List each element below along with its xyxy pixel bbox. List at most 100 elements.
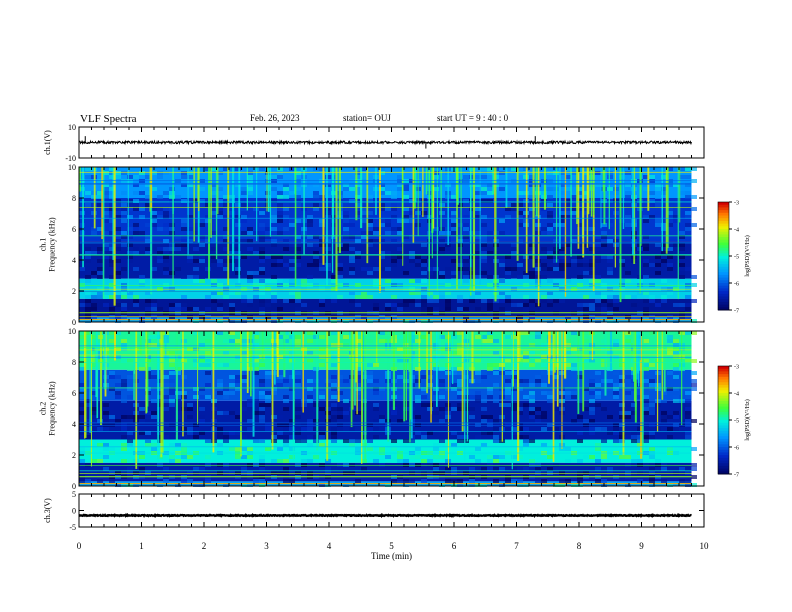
spectrogram-cell [205,359,211,363]
spectrogram-cell [667,435,673,439]
spectrogram-cell [343,463,349,467]
spectrogram-cell [493,347,499,351]
spectrogram-cell [199,395,205,399]
spectrogram-cell [223,467,229,471]
spectrogram-cell [481,399,487,403]
spectrogram-cell [127,471,133,475]
y-tick-label: 8 [72,194,76,203]
sferic-streak [215,167,218,260]
spectrogram-cell [571,347,577,351]
spectrogram-cell [391,315,397,319]
colorbar-segment [718,417,729,421]
spectrogram-cell [205,439,211,443]
spectrogram-cell [607,255,613,259]
spectrogram-cell [187,227,193,231]
spectrogram-cell [427,319,433,323]
spectrogram-cell [223,283,229,287]
spectrogram-cell [373,263,379,267]
spectrogram-cell [325,231,331,235]
spectrogram-cell [403,183,409,187]
spectrogram-cell [163,215,169,219]
spectrogram-cell [541,227,547,231]
colorbar-segment [718,398,729,402]
spectrogram-cell [157,307,163,311]
x-tick-label: 1 [139,541,144,551]
spectrogram-cell [283,379,289,383]
spectrogram-cell [199,255,205,259]
spectrogram-cell [241,299,247,303]
spectrogram-cell [103,183,109,187]
spectrogram-cell [235,387,241,391]
spectrogram-cell [427,231,433,235]
spectrogram-cell [97,419,103,423]
spectrogram-cell [673,375,679,379]
spectrogram-cell [385,223,391,227]
spectrogram-cell [625,415,631,419]
colorbar-tick-label: -7 [734,473,739,479]
spectrogram-cell [229,339,235,343]
spectrogram-cell [529,199,535,203]
spectrogram-cell [343,219,349,223]
spectrogram-cell [487,247,493,251]
spectrogram-cell [685,227,691,231]
spectrogram-cell [163,259,169,263]
spectrogram-cell [205,443,211,447]
spectrogram-cell [559,171,565,175]
spectrogram-cell [313,335,319,339]
spectrogram-cell [415,331,421,335]
spectrogram-cell [595,183,601,187]
spectrogram-cell [547,211,553,215]
spectrogram-cell [241,375,247,379]
spectrogram-cell [211,211,217,215]
spectrogram-cell [487,251,493,255]
spectrogram-cell [421,259,427,263]
spectrogram-cell [169,271,175,275]
spectrogram-cell [97,259,103,263]
spectrogram-cell [121,435,127,439]
spectrogram-cell [583,387,589,391]
spectrogram-cell [613,439,619,443]
spectrogram-cell [691,223,697,227]
sferic-streak [157,331,160,461]
spectrogram-cell [223,395,229,399]
x-tick-label: 6 [452,541,457,551]
spectrogram-cell [265,227,271,231]
spectrogram-cell [217,435,223,439]
spectrogram-cell [685,331,691,335]
spectrogram-cell [625,455,631,459]
spectrogram-cell [583,243,589,247]
sferic-streak [238,167,241,284]
spectrogram-cell [373,303,379,307]
spectrogram-cell [271,199,277,203]
spectrogram-cell [361,375,367,379]
spectrogram-cell [385,191,391,195]
spectrogram-cell [547,179,553,183]
spectrogram-cell [79,367,85,371]
spectrogram-cell [607,415,613,419]
spectrogram-cell [307,275,313,279]
spectrogram-cell [619,375,625,379]
colorbar-tick-label: -5 [734,255,739,261]
spectrogram-cell [181,243,187,247]
colorbar-segment [718,393,729,397]
sferic-streak [590,167,593,217]
sferic-streak [375,331,378,367]
spectrogram-cell [595,251,601,255]
spectrogram-cell [457,371,463,375]
spectrogram-cell [103,419,109,423]
spectrogram-cell [547,471,553,475]
spectrogram-cell [265,403,271,407]
spectrogram-cell [115,315,121,319]
spectrogram-cell [319,391,325,395]
spectrogram-cell [217,391,223,395]
spectrogram-cell [217,263,223,267]
spectrogram-cell [559,247,565,251]
spectrogram-cell [307,379,313,383]
spectrogram-cell [163,171,169,175]
spectrogram-cell [169,391,175,395]
spectrogram-cell [487,395,493,399]
spectrogram-cell [271,391,277,395]
spectrogram-cell [481,339,487,343]
spectrogram-cell [109,263,115,267]
